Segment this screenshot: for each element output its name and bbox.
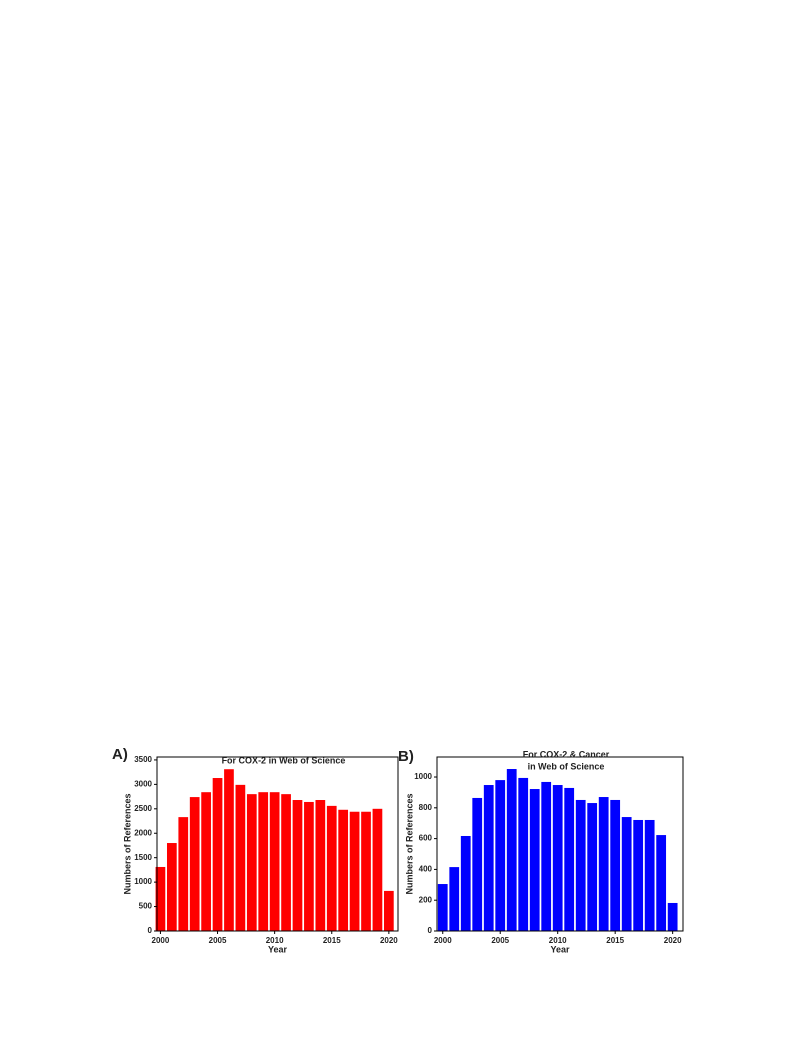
y-tick-label: 2500 <box>134 804 152 813</box>
bar <box>201 792 211 931</box>
bar <box>269 792 280 931</box>
x-tick-label: 2020 <box>380 936 398 945</box>
y-tick-label: 0 <box>148 926 153 935</box>
x-tick-label: 2000 <box>152 936 170 945</box>
bar <box>178 817 189 931</box>
bar <box>644 819 655 931</box>
x-tick-label: 2005 <box>491 936 509 945</box>
x-axis-label: Year <box>268 944 288 954</box>
x-tick-label: 2005 <box>209 936 227 945</box>
bar <box>495 780 506 931</box>
bar <box>155 866 166 931</box>
bar <box>349 811 360 931</box>
bar <box>518 777 529 931</box>
panel-label: A) <box>112 746 128 763</box>
bar <box>372 808 383 931</box>
bar <box>656 835 667 931</box>
bar <box>587 803 598 931</box>
y-tick-label: 3500 <box>134 755 152 764</box>
bar <box>667 902 678 931</box>
bar <box>258 792 269 931</box>
y-tick-label: 200 <box>419 895 433 904</box>
y-tick-label: 1000 <box>134 877 152 886</box>
y-tick-label: 0 <box>428 926 433 935</box>
bar <box>338 809 349 931</box>
bar <box>621 817 632 931</box>
y-tick-label: 3000 <box>134 779 152 788</box>
chart-title: For COX-2 & Cancer <box>523 749 610 759</box>
bar <box>633 819 644 931</box>
bar <box>483 785 494 931</box>
bar <box>361 811 371 931</box>
y-tick-label: 400 <box>419 865 433 874</box>
bar <box>472 797 483 931</box>
x-tick-label: 2000 <box>434 936 452 945</box>
x-tick-label: 2010 <box>266 936 284 945</box>
bar <box>304 801 314 931</box>
x-tick-label: 2015 <box>606 936 624 945</box>
bar <box>610 799 621 931</box>
x-tick-label: 2020 <box>664 936 682 945</box>
bar <box>224 769 234 931</box>
y-tick-label: 2000 <box>134 828 152 837</box>
y-tick-label: 500 <box>139 902 153 911</box>
bar <box>281 794 291 931</box>
chart-title: For COX-2 in Web of Science <box>222 755 346 765</box>
bar <box>384 890 394 931</box>
bar <box>506 769 517 931</box>
bar <box>529 789 540 931</box>
bar <box>246 794 257 931</box>
x-tick-label: 2010 <box>549 936 567 945</box>
bar <box>315 800 326 931</box>
plot-frame <box>436 756 684 932</box>
y-tick-label: 1500 <box>134 853 152 862</box>
bar <box>437 884 448 931</box>
bar <box>575 799 586 931</box>
bar <box>552 785 563 931</box>
bar <box>326 805 337 931</box>
y-axis-label: Numbers of References <box>122 793 132 894</box>
y-axis-label: Numbers of References <box>404 793 414 894</box>
bar <box>189 797 200 931</box>
panel-label: B) <box>398 748 414 765</box>
bar <box>460 835 471 931</box>
y-tick-label: 1000 <box>414 772 432 781</box>
y-tick-label: 800 <box>419 803 433 812</box>
bar <box>564 787 575 931</box>
bar <box>541 781 552 931</box>
x-axis-label: Year <box>550 944 570 954</box>
plot-frame <box>156 756 399 932</box>
y-tick-label: 600 <box>419 834 433 843</box>
bar <box>598 797 609 931</box>
bar <box>212 778 223 931</box>
x-tick-label: 2015 <box>323 936 341 945</box>
bar <box>449 867 460 931</box>
bar <box>166 843 177 931</box>
bar <box>235 784 246 931</box>
chart-title: in Web of Science <box>528 761 605 771</box>
bar <box>292 800 303 931</box>
